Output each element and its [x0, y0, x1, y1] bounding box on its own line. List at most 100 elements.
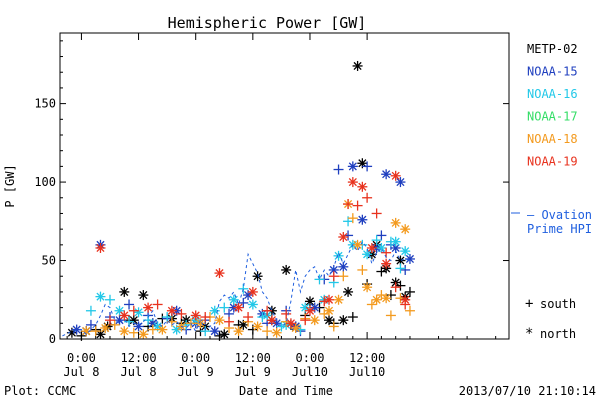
- north-point-d2: [210, 306, 219, 315]
- north-point: [309, 315, 320, 326]
- south-point: [262, 326, 273, 337]
- north-point-d2: [396, 178, 405, 187]
- north-point-d2: [234, 303, 243, 312]
- north-point: [133, 307, 144, 318]
- north-point-d2: [120, 311, 129, 320]
- north-point-d2: [139, 330, 148, 339]
- south-point: [152, 299, 163, 310]
- south-point: [128, 305, 139, 316]
- south-point: [404, 305, 415, 316]
- north-point-d2: [191, 311, 200, 320]
- north-point: [138, 329, 149, 340]
- north-point: [119, 310, 130, 321]
- north-point: [138, 290, 149, 301]
- north-point-d2: [153, 322, 162, 331]
- south-point: [176, 308, 187, 319]
- north-point: [233, 302, 244, 313]
- north-point-d2: [358, 182, 367, 191]
- south-point: [200, 326, 211, 337]
- south-point: [224, 316, 235, 327]
- north-point-d2: [129, 316, 138, 325]
- south-point: [357, 264, 368, 275]
- north-point: [304, 305, 315, 316]
- south-point: [390, 282, 401, 293]
- north-point-d2: [96, 243, 105, 253]
- north-point: [95, 329, 106, 340]
- south-point: [347, 312, 358, 323]
- north-point: [285, 318, 296, 329]
- north-point-d2: [401, 295, 410, 304]
- north-point-d2: [72, 325, 81, 334]
- north-point: [195, 318, 206, 329]
- north-point-d2: [215, 269, 224, 278]
- north-point-d2: [405, 254, 415, 264]
- north-point: [252, 321, 263, 332]
- y-axis: 0 50 100 150: [34, 40, 509, 346]
- x-axis-label: Date and Time: [239, 384, 333, 398]
- north-point: [338, 315, 349, 326]
- south-point: [300, 315, 311, 326]
- north-point: [404, 253, 415, 264]
- north-point: [376, 242, 387, 253]
- south-point: [128, 327, 139, 338]
- north-point: [366, 242, 377, 253]
- north-point: [400, 246, 411, 257]
- north-point: [119, 286, 130, 297]
- north-point-d2: [120, 287, 129, 296]
- north-point: [209, 305, 220, 316]
- y-axis-label: P [GW]: [3, 164, 17, 207]
- north-point: [304, 296, 315, 307]
- legend-entry: NOAA-19: [527, 155, 578, 169]
- north-point-d2: [382, 294, 391, 303]
- y-tick-label: 150: [34, 97, 56, 111]
- north-point: [338, 261, 349, 272]
- north-point-d2: [310, 303, 319, 312]
- south-point: [104, 315, 115, 326]
- series-layer: [66, 60, 415, 341]
- north-point-d2: [382, 259, 391, 268]
- north-point: [333, 250, 344, 261]
- north-point-d2: [358, 215, 367, 224]
- marker-legend-label: north: [540, 327, 576, 341]
- south-point: [314, 274, 325, 285]
- x-tick-label-time: 12:00: [235, 351, 271, 365]
- north-point: [252, 271, 263, 282]
- north-point-d2: [244, 291, 253, 300]
- north-point: [214, 315, 225, 326]
- south-point: [162, 312, 173, 323]
- north-point: [362, 282, 373, 293]
- north-point-d2: [391, 218, 400, 227]
- north-point-d2: [82, 327, 91, 336]
- north-point: [390, 236, 401, 247]
- plot-frame: [59, 32, 510, 340]
- north-point-d2: [301, 303, 310, 312]
- north-point-d2: [324, 306, 334, 315]
- y-tick-label: 100: [34, 175, 56, 189]
- south-point: [395, 263, 406, 274]
- south-point: [371, 235, 382, 246]
- south-point: [343, 199, 354, 210]
- north-point-d2: [305, 306, 315, 315]
- north-point-d2: [158, 325, 167, 334]
- marker-legend-symbol: *: [525, 326, 533, 342]
- north-point: [352, 60, 363, 71]
- north-point-d2: [396, 256, 405, 265]
- north-point-d2: [401, 247, 410, 256]
- north-point: [357, 214, 368, 225]
- north-point: [119, 326, 130, 337]
- south-point: [366, 299, 377, 310]
- south-point: [362, 192, 373, 203]
- footer-source: Plot: CCMC: [4, 384, 76, 398]
- north-point: [95, 242, 106, 253]
- north-point-d2: [286, 319, 295, 328]
- south-point: [281, 308, 292, 319]
- y-tick-label: 0: [49, 332, 56, 346]
- south-point: [376, 230, 387, 241]
- north-point: [347, 161, 358, 172]
- south-point: [219, 302, 230, 313]
- ovation-legend: – Ovation Prime HPI: [511, 208, 592, 236]
- north-point-d2: [334, 251, 343, 260]
- south-point: [109, 319, 120, 330]
- x-tick-label-date: Jul 8: [121, 365, 157, 379]
- north-point-d2: [348, 162, 357, 171]
